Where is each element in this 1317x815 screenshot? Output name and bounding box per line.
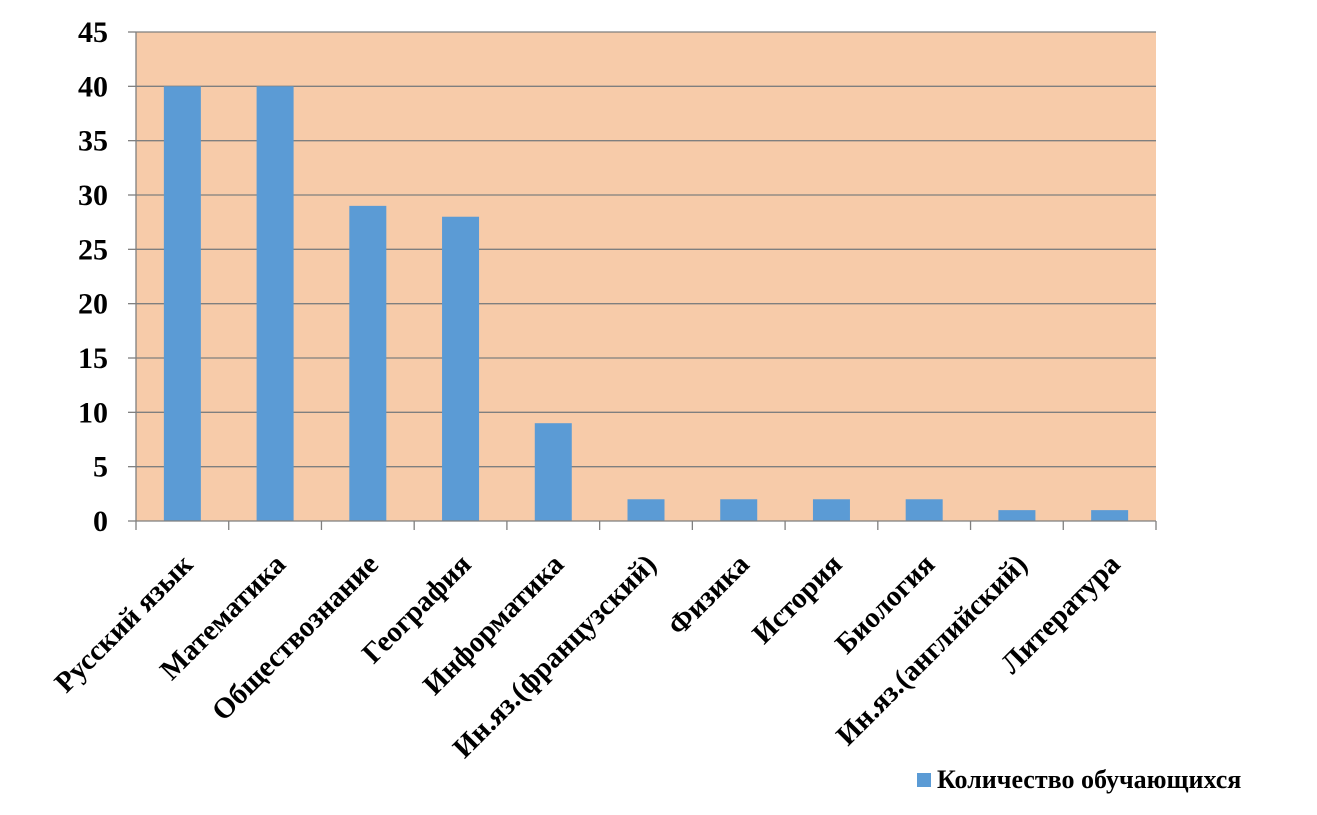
x-tick-label: Физика [662, 548, 756, 642]
y-tick-labels: 0 5 10 15 20 25 30 35 40 45 [78, 16, 108, 538]
x-tick-label: Обществознание [206, 548, 385, 727]
bar [812, 499, 850, 521]
bar [998, 510, 1036, 521]
plot-area [136, 32, 1156, 521]
y-tick-label: 5 [93, 451, 108, 484]
legend-swatch [917, 773, 931, 787]
y-tick-label: 10 [78, 396, 108, 429]
bar [349, 205, 387, 521]
y-tick-label: 45 [78, 16, 108, 49]
y-tick-label: 25 [78, 233, 108, 266]
x-tick-labels: Русский языкМатематикаОбществознаниеГеог… [49, 548, 1127, 765]
y-tick-label: 30 [78, 179, 108, 212]
bar [1091, 510, 1129, 521]
bar [905, 499, 943, 521]
y-tick-label: 20 [78, 288, 108, 321]
y-tick-label: 0 [93, 505, 108, 538]
bar [534, 423, 572, 521]
bar [163, 86, 201, 521]
bar [627, 499, 665, 521]
y-tick-label: 40 [78, 70, 108, 103]
bar [442, 216, 480, 521]
y-tick-label: 35 [78, 125, 108, 158]
legend-label: Количество обучающихся [937, 765, 1242, 794]
bars [163, 86, 1129, 521]
plot-background [136, 32, 1156, 521]
axes [135, 32, 1157, 530]
legend: Количество обучающихся [917, 765, 1241, 795]
y-tick-label: 15 [78, 342, 108, 375]
bar [256, 86, 294, 521]
gridlines [128, 31, 1156, 522]
bar [720, 499, 758, 521]
